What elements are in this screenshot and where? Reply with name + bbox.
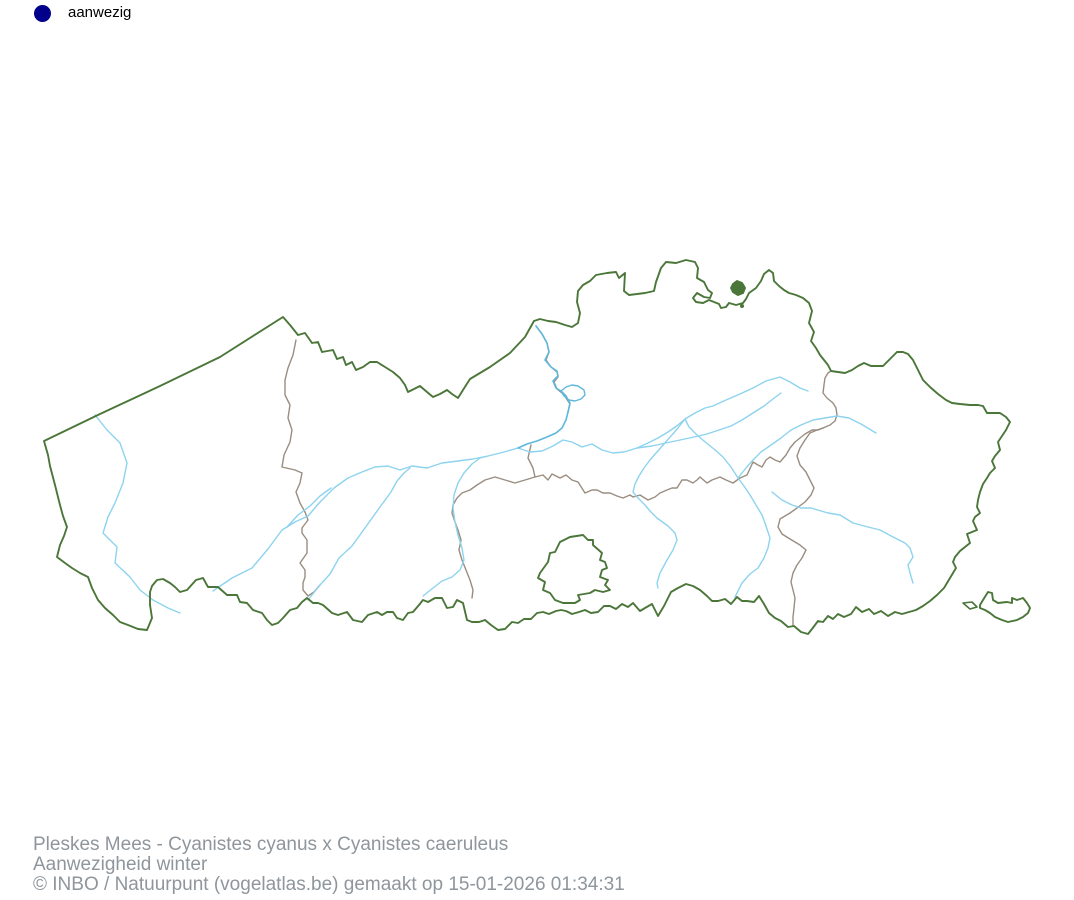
copyright-line: © INBO / Natuurpunt (vogelatlas.be) gema…	[33, 874, 625, 895]
aanwezig-marker-icon	[34, 4, 51, 22]
river	[422, 455, 489, 597]
legend: aanwezig	[34, 4, 131, 22]
legend-label: aanwezig	[68, 4, 132, 21]
river	[684, 376, 809, 420]
river	[684, 418, 771, 598]
province-border	[451, 476, 536, 599]
river	[771, 491, 914, 584]
region-flanders-outline	[43, 259, 1011, 635]
river-island-loop	[560, 384, 586, 402]
province-border	[527, 427, 824, 501]
river	[632, 418, 686, 589]
captions: Pleskes Mees - Cyanistes cyanus x Cyanis…	[33, 835, 625, 895]
species-title: Pleskes Mees - Cyanistes cyanus x Cyanis…	[33, 834, 509, 855]
region-brussels-hole	[537, 534, 611, 604]
river	[286, 487, 332, 528]
province-border	[281, 339, 321, 597]
river	[94, 414, 181, 614]
scheldt-river	[517, 325, 571, 449]
river	[737, 415, 877, 479]
region-baarle-hertog-enclave	[730, 280, 746, 296]
province-border	[777, 427, 824, 627]
river	[517, 418, 686, 454]
river	[307, 467, 411, 601]
river	[636, 392, 782, 449]
enclave-speck	[740, 304, 744, 308]
region-voeren-fragment	[962, 601, 978, 610]
province-border	[822, 370, 838, 429]
region-voeren-exclave	[979, 591, 1031, 623]
season-subtitle: Aanwezigheid winter	[33, 854, 208, 875]
river	[212, 447, 519, 592]
